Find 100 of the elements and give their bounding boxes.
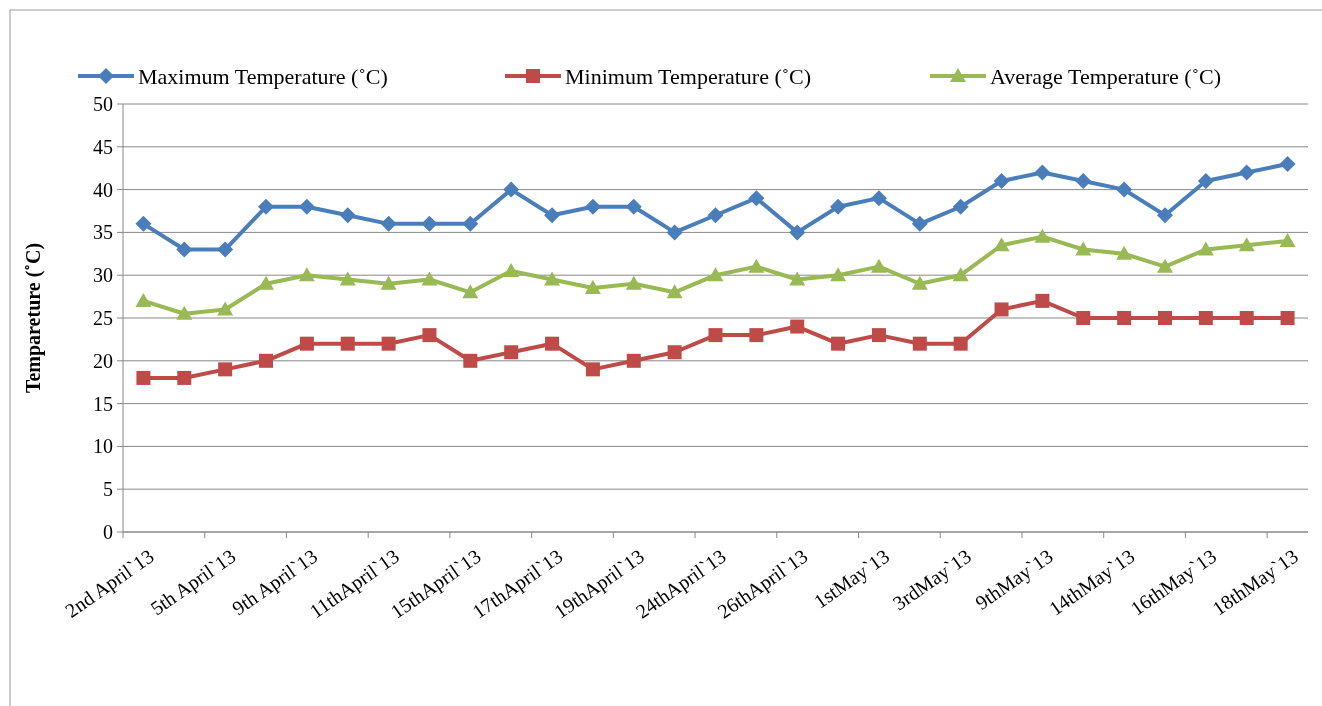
point [298,198,315,215]
point [258,275,275,290]
point [911,275,928,290]
point [259,353,274,368]
point [504,345,519,360]
point [1035,293,1050,308]
point [176,241,193,258]
point [503,181,520,198]
point [911,215,928,232]
point [1075,173,1092,190]
point [626,353,641,368]
y-tick-label: 15 [93,392,113,415]
point [1075,241,1092,256]
point [1239,311,1254,325]
point [870,190,887,207]
point [1156,258,1173,273]
point [912,336,927,351]
y-tick-label: 5 [103,478,113,501]
point [462,284,479,299]
point [1156,207,1173,224]
point [1279,232,1296,247]
point [625,198,642,215]
point [380,215,397,232]
y-tick-label: 25 [93,307,113,329]
point [1076,311,1091,325]
point [953,336,968,351]
point [830,267,847,282]
point [667,345,682,360]
point [993,237,1010,252]
point [666,284,683,299]
point [1034,164,1051,181]
point [1197,241,1214,256]
y-tick-label: 20 [93,349,113,372]
point [749,328,764,343]
point [584,280,601,295]
point [544,271,561,286]
point [462,215,479,232]
point [544,207,561,224]
y-tick-label: 0 [103,521,113,543]
point [790,319,805,334]
point [871,328,886,343]
point [545,336,560,351]
point [1197,173,1214,190]
point [830,198,847,215]
y-tick-label: 30 [93,264,113,287]
point [176,305,193,320]
y-tick-label: 50 [93,93,113,115]
point [748,258,765,273]
point [135,292,152,307]
point [1117,311,1132,325]
point [298,267,315,282]
point [177,370,192,385]
point [1280,311,1295,325]
point [707,267,724,282]
point [707,207,724,224]
point [1034,228,1051,243]
point [789,271,806,286]
point [421,271,438,286]
y-tick-label: 35 [93,221,113,244]
point [789,224,806,241]
point [625,275,642,290]
point [585,362,600,377]
point [1238,164,1255,181]
point [831,336,846,351]
point [952,198,969,215]
point [994,302,1009,317]
point [952,267,969,282]
y-tick-label: 10 [93,435,113,458]
point [666,224,683,241]
point [993,173,1010,190]
point [299,336,314,351]
point [748,190,765,207]
point [258,198,275,215]
point [1116,181,1133,198]
point [339,207,356,224]
legend-label: Average Temperature (˚C) [990,63,1221,89]
point [381,336,396,351]
point [1238,237,1255,252]
point [503,262,520,277]
legend-label: Minimum Temperature (˚C) [565,63,812,89]
point [870,258,887,273]
point [1279,155,1296,172]
point [1157,311,1172,325]
point [422,328,437,343]
point [380,275,397,290]
y-tick-label: 40 [93,178,113,201]
legend-label: Maximum Temperature (˚C) [138,63,388,89]
point [340,336,355,351]
y-axis-title: Tempareture (˚C) [22,242,45,394]
point [136,370,151,385]
y-tick-label: 45 [93,135,113,158]
point [708,328,723,343]
point [339,271,356,286]
point [421,215,438,232]
point [584,198,601,215]
point [217,241,234,258]
point [1198,311,1213,325]
point [217,301,234,316]
point [218,362,233,377]
point [463,353,478,368]
